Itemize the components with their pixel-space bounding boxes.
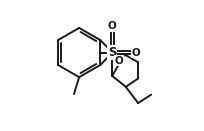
Text: O: O — [131, 48, 140, 58]
Text: O: O — [114, 56, 123, 66]
Text: S: S — [108, 46, 116, 59]
Text: O: O — [107, 21, 116, 31]
